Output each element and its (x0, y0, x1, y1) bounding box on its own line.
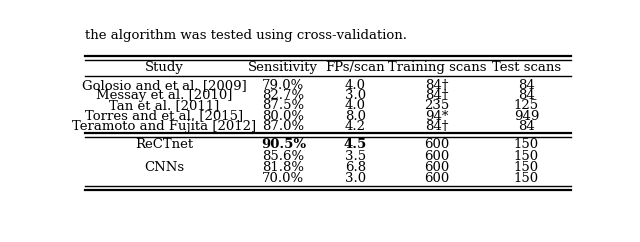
Text: Study: Study (145, 61, 184, 74)
Text: 150: 150 (514, 161, 539, 174)
Text: 81.8%: 81.8% (262, 161, 305, 174)
Text: 600: 600 (424, 172, 450, 185)
Text: 84: 84 (518, 79, 535, 92)
Text: 6.8: 6.8 (345, 161, 366, 174)
Text: 4.2: 4.2 (345, 120, 366, 133)
Text: 949: 949 (514, 110, 539, 122)
Text: Sensitivity: Sensitivity (248, 61, 318, 74)
Text: CNNs: CNNs (144, 161, 184, 174)
Text: 94*: 94* (426, 110, 449, 122)
Text: 79.0%: 79.0% (262, 79, 305, 92)
Text: 150: 150 (514, 150, 539, 163)
Text: 84: 84 (518, 120, 535, 133)
Text: 125: 125 (514, 99, 539, 112)
Text: 87.5%: 87.5% (262, 99, 305, 112)
Text: 600: 600 (424, 161, 450, 174)
Text: FPs/scan: FPs/scan (326, 61, 385, 74)
Text: 3.0: 3.0 (345, 89, 366, 102)
Text: 8.0: 8.0 (345, 110, 366, 122)
Text: 84†: 84† (426, 79, 449, 92)
Text: 70.0%: 70.0% (262, 172, 305, 185)
Text: Tan et al. [2011]: Tan et al. [2011] (109, 99, 220, 112)
Text: 84†: 84† (426, 120, 449, 133)
Text: 84: 84 (518, 89, 535, 102)
Text: 80.0%: 80.0% (262, 110, 305, 122)
Text: 600: 600 (424, 150, 450, 163)
Text: the algorithm was tested using cross-validation.: the algorithm was tested using cross-val… (85, 29, 407, 42)
Text: 82.7%: 82.7% (262, 89, 305, 102)
Text: 85.6%: 85.6% (262, 150, 305, 163)
Text: Messay et al. [2010]: Messay et al. [2010] (96, 89, 232, 102)
Text: 235: 235 (424, 99, 450, 112)
Text: 4.5: 4.5 (344, 138, 367, 151)
Text: Training scans: Training scans (388, 61, 486, 74)
Text: 150: 150 (514, 172, 539, 185)
Text: 84†: 84† (426, 89, 449, 102)
Text: 87.0%: 87.0% (262, 120, 305, 133)
Text: 4.0: 4.0 (345, 99, 366, 112)
Text: Test scans: Test scans (492, 61, 561, 74)
Text: Torres and et al. [2015]: Torres and et al. [2015] (85, 110, 243, 122)
Text: 150: 150 (514, 138, 539, 151)
Text: 90.5%: 90.5% (260, 138, 306, 151)
Text: 3.0: 3.0 (345, 172, 366, 185)
Text: 4.0: 4.0 (345, 79, 366, 92)
Text: Golosio and et al. [2009]: Golosio and et al. [2009] (82, 79, 246, 92)
Text: ReCTnet: ReCTnet (135, 138, 193, 151)
Text: Teramoto and Fujita [2012]: Teramoto and Fujita [2012] (72, 120, 257, 133)
Text: 600: 600 (424, 138, 450, 151)
Text: 3.5: 3.5 (345, 150, 366, 163)
